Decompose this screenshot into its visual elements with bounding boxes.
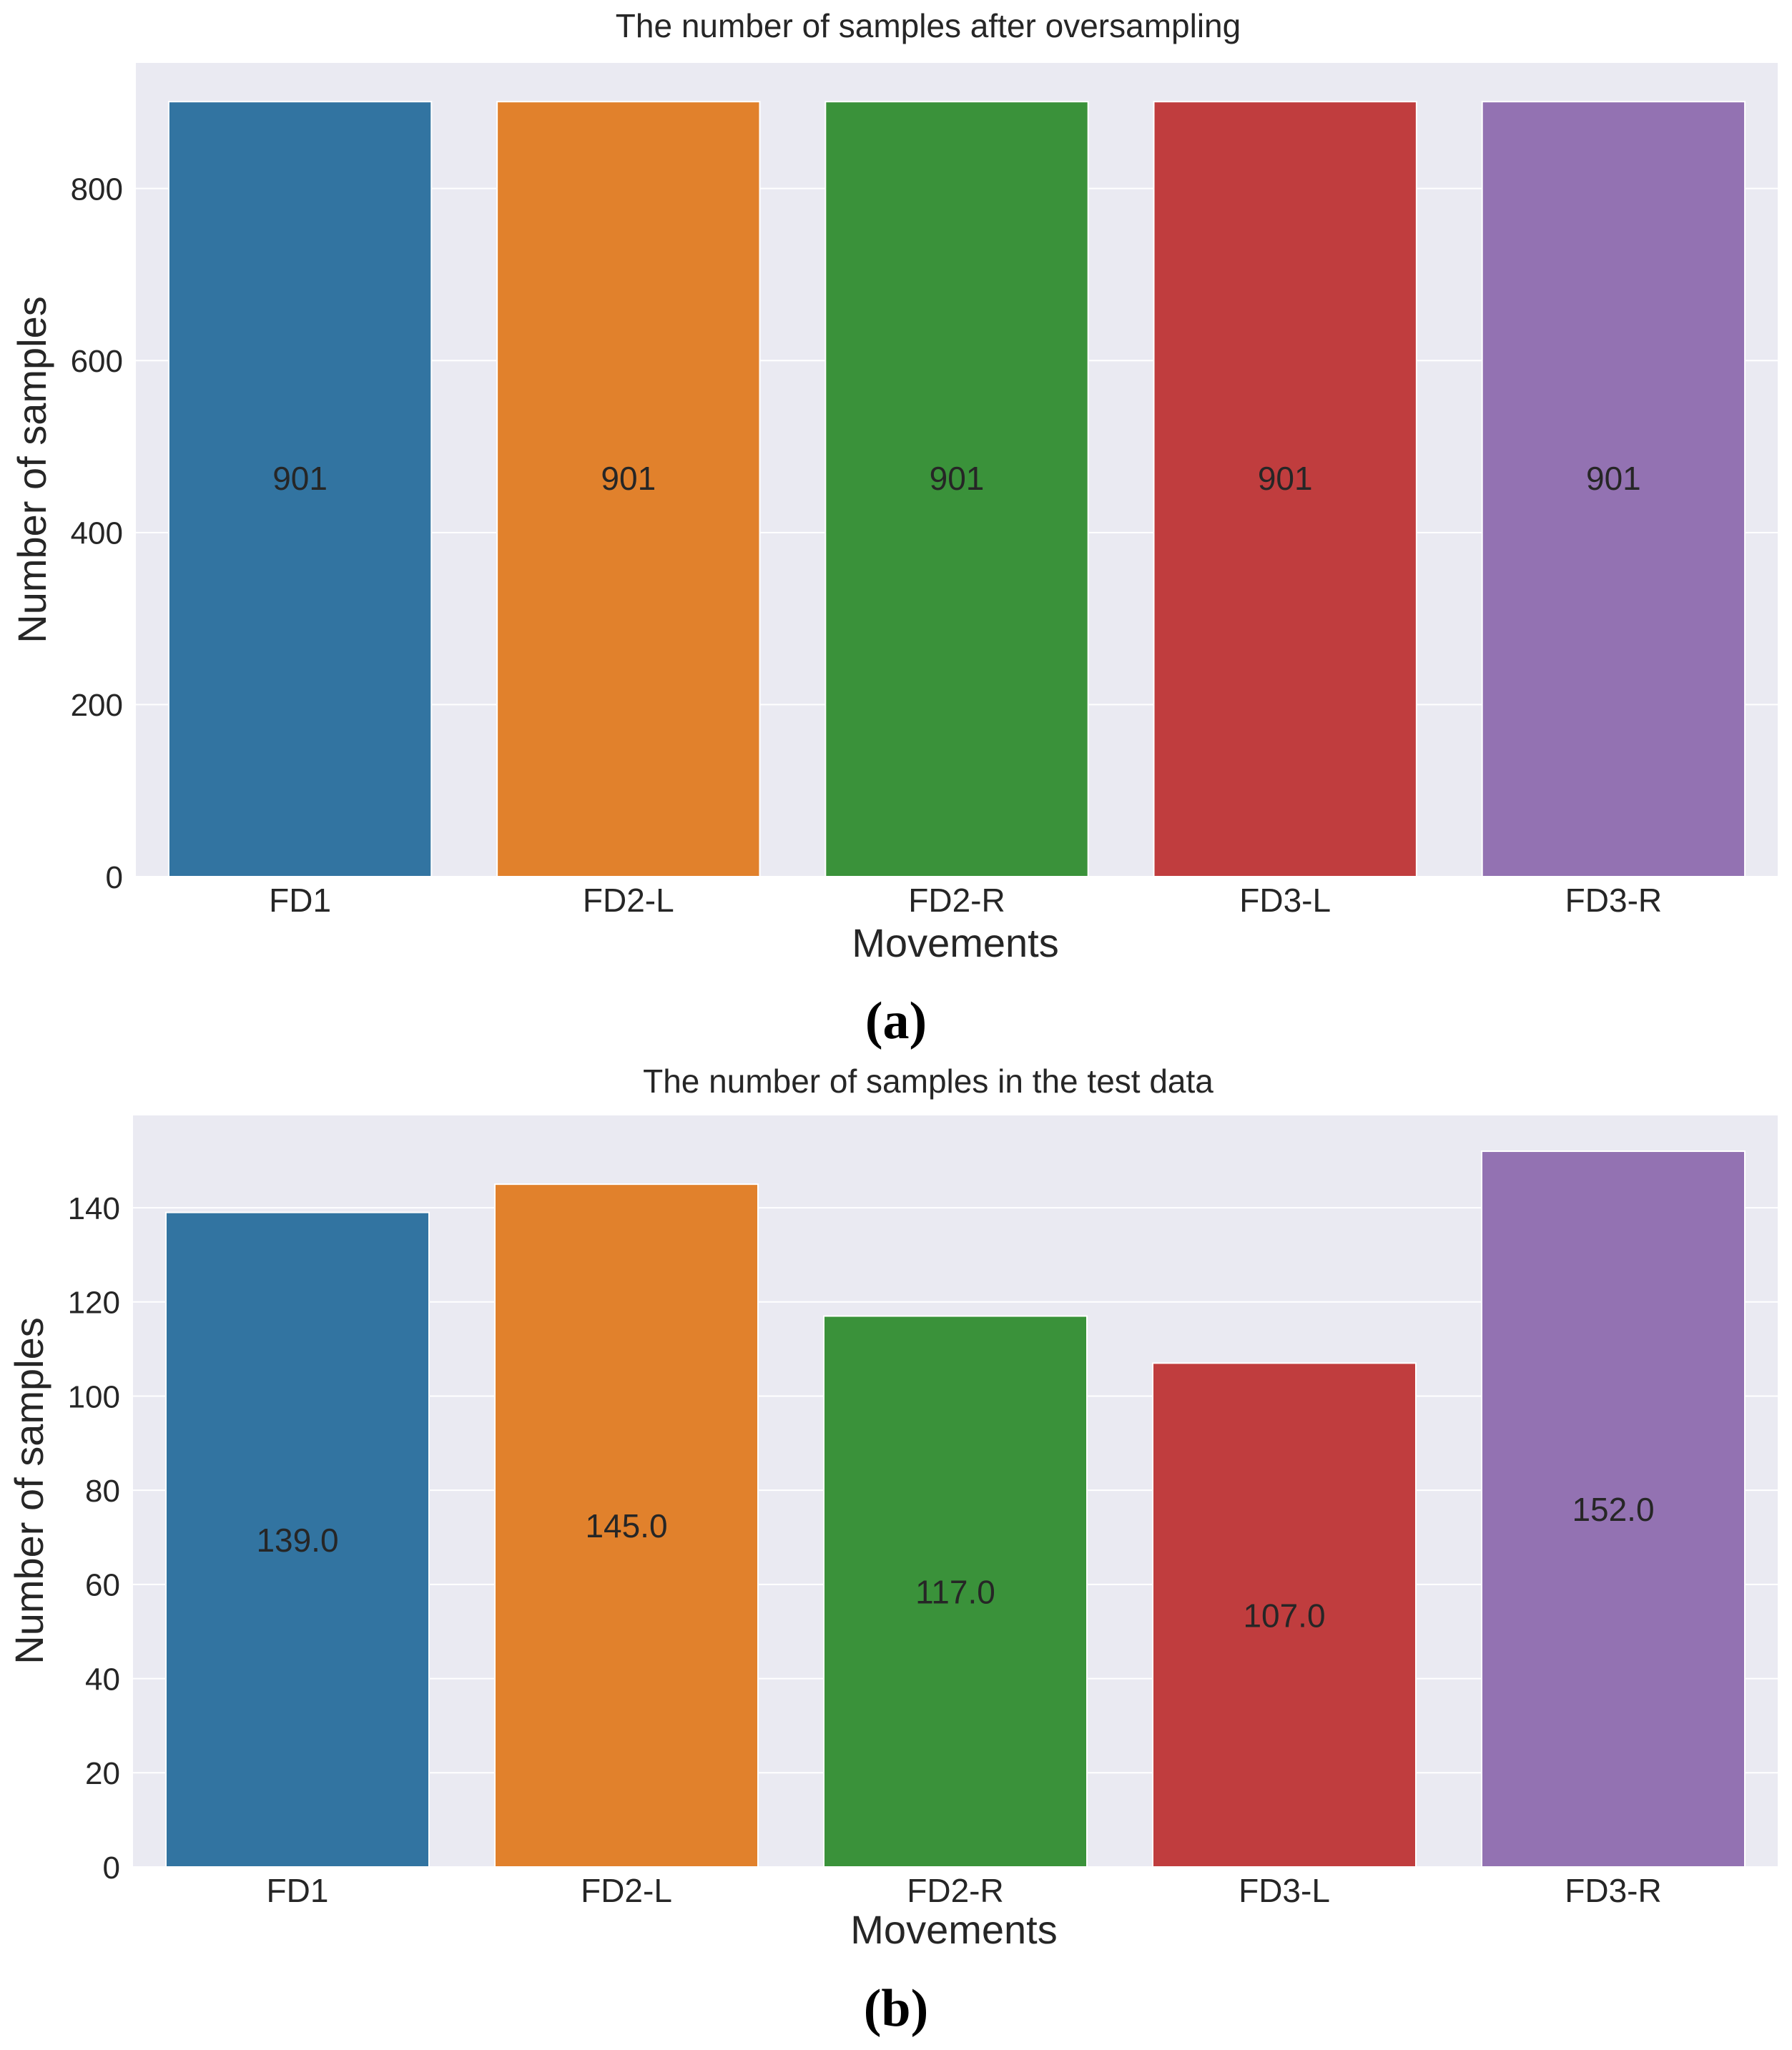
bar-fd2-l — [496, 101, 761, 878]
bar-fd3-l — [1153, 101, 1417, 878]
y-tick-label: 20 — [85, 1756, 120, 1791]
bar-value-label: 107.0 — [1243, 1597, 1325, 1634]
chart-b-x-axis-label: Movements — [850, 1907, 1057, 1952]
y-tick-label: 60 — [85, 1568, 120, 1603]
y-tick-label: 800 — [71, 172, 123, 207]
chart-b-bars — [165, 1150, 1746, 1868]
bar-value-label: 901 — [601, 460, 656, 497]
bar-value-label: 901 — [1258, 460, 1313, 497]
x-tick-label: FD3-L — [1239, 882, 1331, 919]
x-tick-label: FD2-R — [907, 1872, 1003, 1909]
chart-a: The number of samples after oversampling… — [9, 7, 1778, 1050]
bar-fd1 — [167, 101, 433, 878]
chart-a-title: The number of samples after oversampling — [616, 7, 1241, 44]
x-tick-label: FD1 — [269, 882, 331, 919]
chart-a-x-axis-label: Movements — [852, 920, 1058, 965]
chart-a-panel-label: (a) — [865, 992, 927, 1050]
chart-a-x-ticks: FD1 FD2-L FD2-R FD3-L FD3-R — [269, 882, 1662, 919]
bar-value-label: 901 — [1586, 460, 1641, 497]
bar-value-label: 152.0 — [1572, 1491, 1654, 1528]
x-tick-label: FD3-R — [1565, 1872, 1661, 1909]
x-tick-label: FD3-L — [1239, 1872, 1330, 1909]
bar-fd2-r — [824, 101, 1089, 878]
chart-a-bar-labels: 901 901 901 901 901 — [272, 460, 1641, 497]
x-tick-label: FD3-R — [1565, 882, 1662, 919]
y-tick-label: 200 — [71, 688, 123, 723]
bar-fd2-r — [823, 1315, 1088, 1868]
y-tick-label: 0 — [106, 860, 123, 895]
x-tick-label: FD2-R — [908, 882, 1005, 919]
bar-fd3-l — [1152, 1362, 1417, 1868]
y-tick-label: 80 — [85, 1474, 120, 1509]
chart-b-title: The number of samples in the test data — [643, 1063, 1213, 1100]
bar-value-label: 901 — [930, 460, 985, 497]
chart-a-y-axis-label: Number of samples — [9, 296, 54, 644]
y-tick-label: 40 — [85, 1662, 120, 1697]
chart-b: The number of samples in the test data 1… — [6, 1063, 1778, 2038]
x-tick-label: FD2-L — [581, 1872, 672, 1909]
bar-value-label: 901 — [272, 460, 328, 497]
chart-b-y-ticks: 0 20 40 60 80 100 120 140 — [68, 1191, 120, 1886]
y-tick-label: 140 — [68, 1191, 120, 1226]
bar-fd3-r — [1481, 101, 1746, 878]
bar-fd1 — [165, 1211, 430, 1868]
chart-a-bars — [167, 101, 1746, 878]
x-tick-label: FD2-L — [583, 882, 674, 919]
chart-b-panel-label: (b) — [864, 1979, 928, 2038]
x-tick-label: FD1 — [267, 1872, 329, 1909]
bar-value-label: 117.0 — [915, 1573, 995, 1610]
bar-value-label: 139.0 — [256, 1522, 338, 1559]
chart-a-y-ticks: 0 200 400 800 600 — [71, 172, 123, 895]
y-tick-label: 400 — [71, 516, 123, 551]
y-tick-label: 0 — [103, 1851, 120, 1886]
chart-b-y-axis-label: Number of samples — [6, 1317, 51, 1665]
bar-fd3-r — [1481, 1150, 1746, 1868]
y-tick-label: 120 — [68, 1286, 120, 1321]
chart-b-bar-labels: 139.0 145.0 117.0 107.0 152.0 — [256, 1491, 1654, 1634]
y-tick-label: 100 — [68, 1379, 120, 1414]
bar-value-label: 145.0 — [585, 1507, 667, 1544]
y-tick-label: 600 — [71, 344, 123, 379]
chart-b-x-ticks: FD1 FD2-L FD2-R FD3-L FD3-R — [267, 1872, 1662, 1909]
bar-fd2-l — [494, 1183, 759, 1868]
